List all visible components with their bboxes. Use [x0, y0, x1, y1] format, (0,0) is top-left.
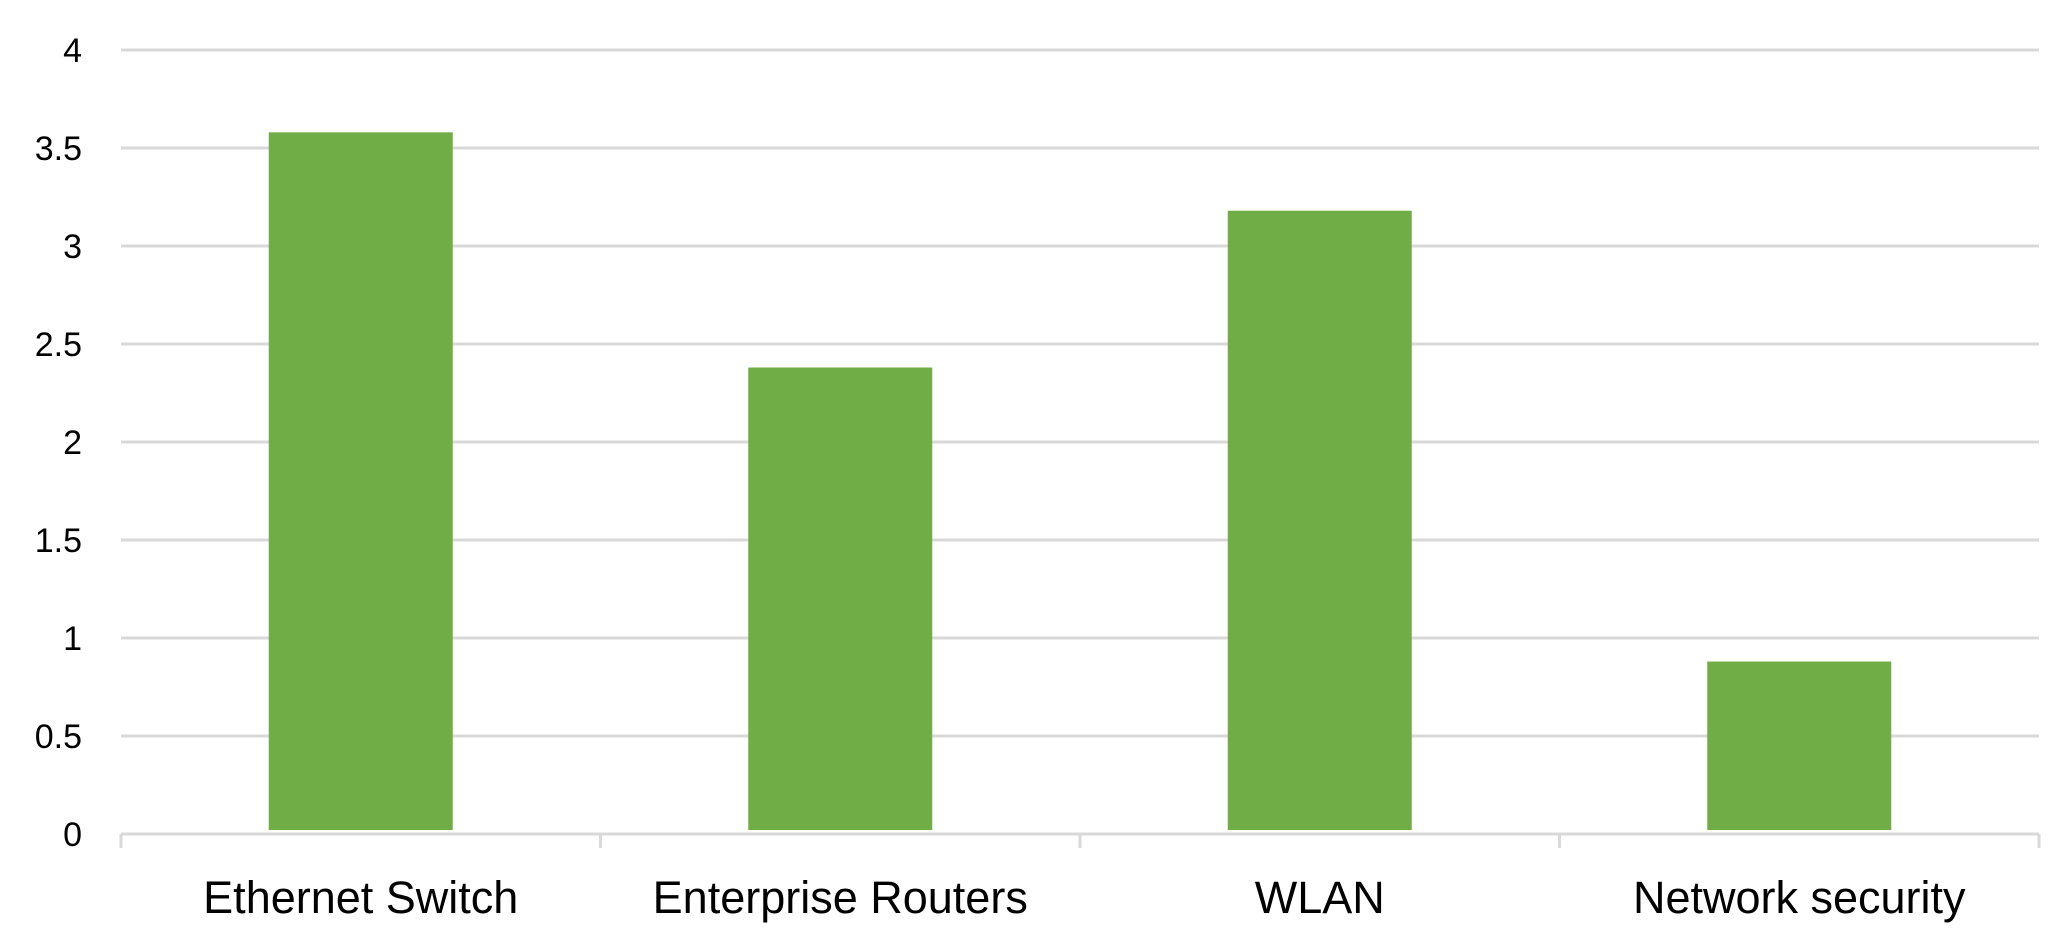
y-tick-label: 1: [63, 620, 82, 658]
y-tick-label: 0: [63, 816, 82, 854]
x-tick-label: Network security: [1633, 872, 1966, 923]
x-tick-label: WLAN: [1255, 872, 1385, 923]
y-tick-label: 1.5: [35, 522, 82, 560]
y-tick-label: 3: [63, 228, 82, 266]
y-tick-label: 2.5: [35, 326, 82, 364]
x-axis-tick-labels: Ethernet Switch Enterprise Routers WLAN Net…: [203, 872, 1966, 923]
bar: [748, 367, 933, 830]
y-tick-label: 0.5: [35, 718, 82, 756]
y-tick-label: 4: [63, 32, 82, 70]
x-tick-label: Enterprise Routers: [653, 872, 1028, 923]
bar-series: [268, 132, 1892, 831]
bar: [1707, 661, 1892, 830]
y-axis-tick-labels: 0 0.5 1 1.5 2 2.5 3 3.5 4: [35, 32, 82, 854]
x-axis: [119, 832, 2041, 848]
y-tick-label: 3.5: [35, 130, 82, 168]
y-tick-label: 2: [63, 424, 82, 462]
x-tick-label: Ethernet Switch: [203, 872, 518, 923]
bar: [1227, 210, 1412, 831]
bar: [268, 132, 453, 830]
